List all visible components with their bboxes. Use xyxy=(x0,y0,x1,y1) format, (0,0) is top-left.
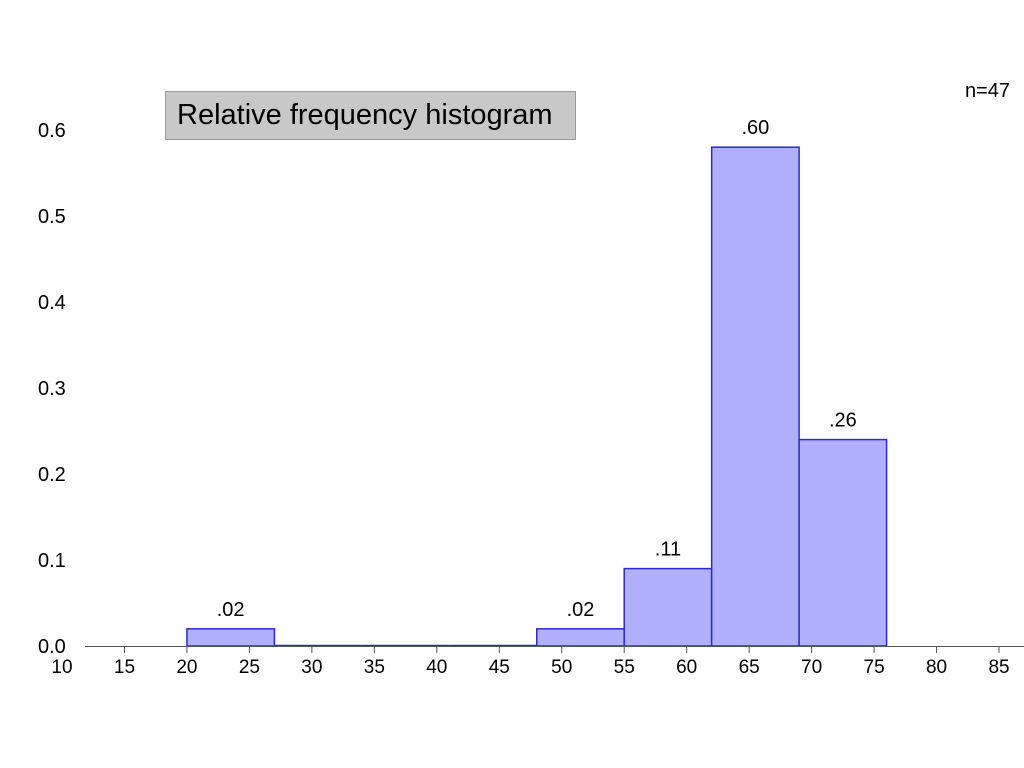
bar-value-label: .02 xyxy=(567,599,595,621)
bar-value-label: .26 xyxy=(829,410,857,432)
y-tick-label: 0.5 xyxy=(38,206,66,228)
histogram-bar xyxy=(536,628,625,647)
y-tick-label: 0.6 xyxy=(38,120,66,142)
y-tick-label: 0.2 xyxy=(38,464,66,486)
y-tick-label: 0.0 xyxy=(38,636,66,658)
x-tick-label: 40 xyxy=(426,657,447,678)
histogram-bar xyxy=(186,628,276,647)
chart-title: Relative frequency histogram xyxy=(165,91,576,140)
histogram-bar xyxy=(798,438,888,647)
x-tick-label: 30 xyxy=(301,657,322,678)
x-tick-label: 45 xyxy=(489,657,510,678)
x-axis: 10 15 20 25 30 35 40 45 50 55 60 65 70 75 80 85 xyxy=(51,646,1024,678)
x-tick-label: 35 xyxy=(364,657,385,678)
bar-labels-layer: .02 .02 .11 .60 .26 xyxy=(217,117,857,621)
x-tick-label: 65 xyxy=(739,657,760,678)
x-tick-label: 25 xyxy=(239,657,260,678)
bar-value-label: .02 xyxy=(217,599,245,621)
x-tick-label: 60 xyxy=(676,657,697,678)
x-tick-label: 20 xyxy=(176,657,197,678)
x-tick-label: 85 xyxy=(988,657,1009,678)
x-tick-label: 80 xyxy=(926,657,947,678)
sample-size-label: n=47 xyxy=(964,80,1010,102)
histogram-bar xyxy=(623,567,713,647)
x-tick-label: 15 xyxy=(114,657,135,678)
bar-value-label: .60 xyxy=(741,117,769,139)
x-tick-label: 70 xyxy=(801,657,822,678)
bar-value-label: .11 xyxy=(655,539,681,561)
y-tick-label: 0.1 xyxy=(38,550,66,572)
y-axis: 0.0 0.1 0.2 0.3 0.4 0.5 0.6 xyxy=(38,120,66,658)
histogram-bar xyxy=(710,146,800,647)
x-tick-label: 55 xyxy=(614,657,635,678)
x-tick-label: 50 xyxy=(551,657,572,678)
x-tick-label: 10 xyxy=(51,657,72,678)
bars-layer xyxy=(186,146,888,647)
y-tick-label: 0.4 xyxy=(38,292,66,314)
x-tick-label: 75 xyxy=(864,657,885,678)
y-tick-label: 0.3 xyxy=(38,378,66,400)
